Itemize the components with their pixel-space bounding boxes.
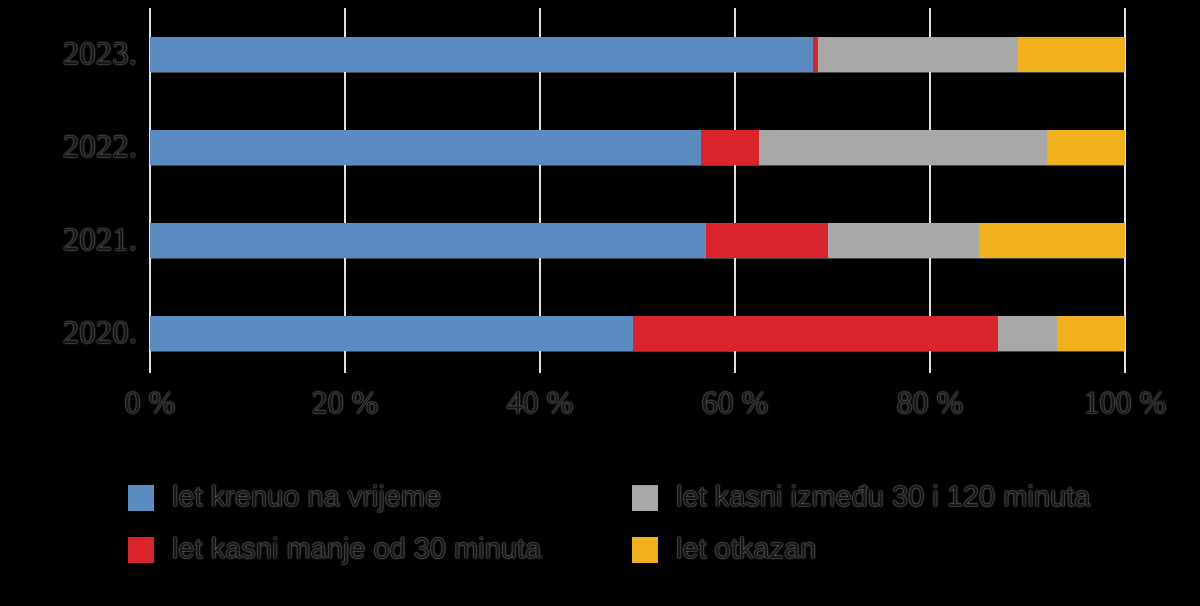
legend-label: let kasni manje od 30 minuta (172, 533, 542, 565)
bar-segment (759, 130, 1047, 165)
bar-segment (150, 37, 813, 72)
bar-segment (827, 223, 979, 258)
y-axis: 2023. 2022. 2021. 2020. (0, 0, 137, 380)
legend-label: let krenuo na vrijeme (172, 481, 442, 513)
legend-item-delay-30-120: let kasni između 30 i 120 minuta (632, 481, 1090, 514)
bar-segment (632, 316, 999, 351)
gridline (539, 8, 541, 373)
bar-2023 (150, 37, 1125, 72)
bar-2022 (150, 130, 1125, 165)
legend-label: let otkazan (676, 533, 817, 565)
gridline (344, 8, 346, 373)
bar-segment (978, 223, 1125, 258)
y-axis-category-label: 2022. (62, 129, 137, 165)
y-axis-category-label: 2020. (62, 315, 137, 351)
gridline (1124, 8, 1126, 373)
bar-segment (150, 130, 701, 165)
legend-swatch-blue-icon (128, 484, 154, 511)
gridline (149, 8, 151, 373)
x-axis-tick-label: 40 % (506, 384, 574, 420)
x-axis: 0 % 20 % 40 % 60 % 80 % 100 % (125, 384, 1167, 424)
legend-swatch-gray-icon (632, 484, 658, 511)
legend-swatch-red-icon (128, 536, 154, 563)
plot-area (149, 8, 1126, 373)
bar-segment (705, 223, 828, 258)
bar-segment (1056, 316, 1125, 351)
bar-2021 (150, 223, 1125, 258)
bar-segment (700, 130, 760, 165)
y-axis-category-label: 2021. (62, 222, 137, 258)
x-axis-tick-label: 0 % (124, 384, 176, 420)
bar-2020 (150, 316, 1125, 351)
y-axis-category-label: 2023. (62, 36, 137, 72)
x-axis-tick-label: 80 % (896, 384, 964, 420)
legend-item-delay-under-30: let kasni manje od 30 minuta (128, 533, 541, 566)
bar-segment (150, 316, 633, 351)
gridline (734, 8, 736, 373)
x-axis-tick-label: 20 % (311, 384, 379, 420)
x-axis-tick-label: 60 % (701, 384, 769, 420)
legend-item-cancelled: let otkazan (632, 533, 816, 566)
bar-segment (150, 223, 706, 258)
bar-segment (998, 316, 1057, 351)
bar-segment (1047, 130, 1125, 165)
legend-label: let kasni između 30 i 120 minuta (676, 481, 1091, 513)
bar-segment (1017, 37, 1125, 72)
bar-segment (813, 37, 818, 72)
bar-segment (817, 37, 1018, 72)
gridline (929, 8, 931, 373)
x-axis-tick-label: 100 % (1083, 384, 1167, 420)
legend-swatch-yellow-icon (632, 536, 658, 563)
legend-item-on-time: let krenuo na vrijeme (128, 481, 441, 514)
